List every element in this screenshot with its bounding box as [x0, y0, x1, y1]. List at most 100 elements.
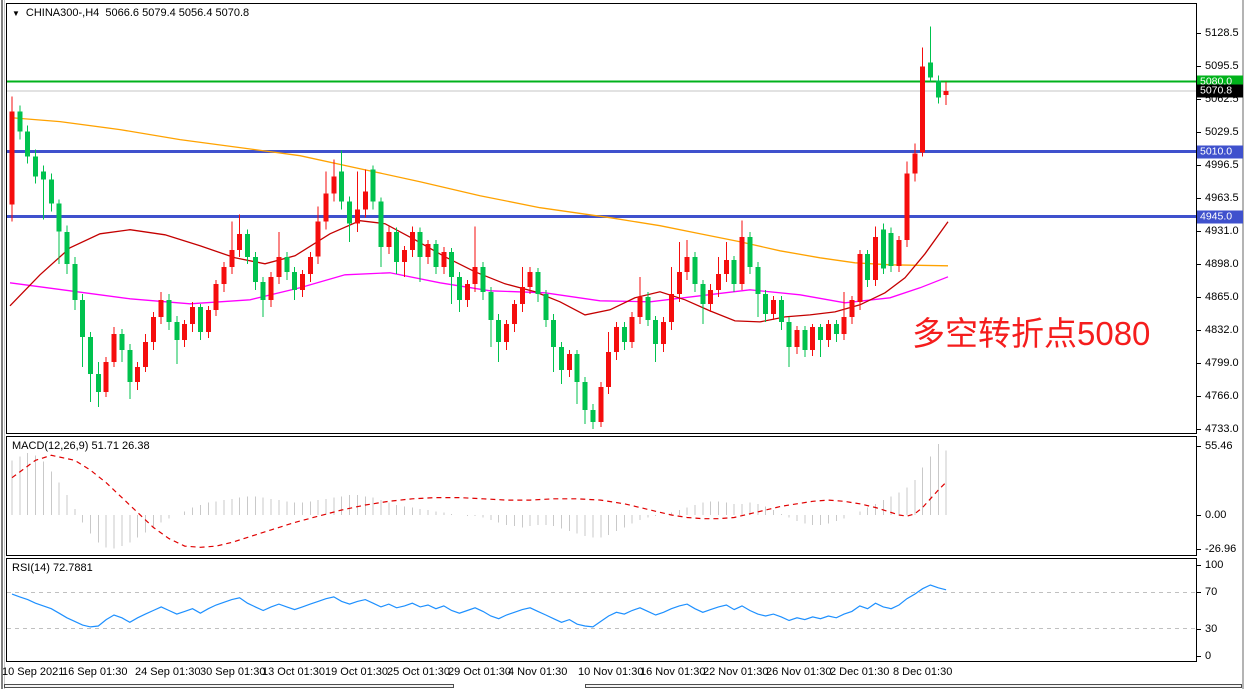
- candle-body: [763, 293, 769, 314]
- candle-body: [331, 176, 337, 194]
- candle-body: [543, 293, 549, 320]
- axis-tick: [1197, 33, 1201, 34]
- candle-body: [496, 319, 502, 342]
- time-label: 30 Sep 01:30: [200, 666, 266, 678]
- axis-tick-label: 100: [1205, 559, 1224, 571]
- time-label: 19 Oct 01:30: [325, 666, 388, 678]
- candle-body: [661, 321, 667, 344]
- candle-body: [935, 80, 941, 98]
- rsi-canvas[interactable]: [7, 559, 1196, 661]
- candle-body: [708, 289, 714, 304]
- time-label: 4 Nov 01:30: [508, 666, 568, 678]
- candle-body: [166, 299, 172, 322]
- candle-body: [394, 231, 400, 262]
- candle-body: [472, 266, 478, 284]
- axis-tick-label: 4832.0: [1205, 324, 1239, 336]
- candle-body: [818, 326, 824, 340]
- candle-body: [56, 203, 62, 232]
- axis-tick-label: 4766.0: [1205, 390, 1239, 402]
- time-label: 2 Dec 01:30: [830, 666, 890, 678]
- candle-body: [684, 256, 690, 272]
- axis-tick-label: 4996.5: [1205, 159, 1239, 171]
- axis-tick-label: 70: [1205, 586, 1218, 598]
- candle-body: [135, 366, 141, 382]
- candle-body: [245, 233, 250, 257]
- candle-body: [723, 259, 729, 274]
- candle-body: [221, 266, 227, 284]
- candle-body: [315, 221, 321, 257]
- symbol-dropdown-arrow[interactable]: ▼: [12, 8, 20, 18]
- candle-body: [119, 333, 125, 350]
- axis-tick: [1197, 592, 1201, 593]
- axis-tick: [1197, 565, 1201, 566]
- time-axis[interactable]: 10 Sep 2021 16 Sep 01:30 24 Sep 01:30 30 Se…: [2, 663, 1197, 682]
- candle-body: [386, 231, 392, 247]
- axis-tick-label: 4865.0: [1205, 291, 1239, 303]
- candle-body: [849, 299, 855, 317]
- candle-body: [755, 266, 761, 294]
- candle-body: [25, 131, 31, 157]
- candle-body: [95, 373, 101, 392]
- main-chart-canvas[interactable]: [7, 4, 1196, 433]
- time-label: 10 Sep 2021: [2, 666, 65, 678]
- axis-tick-label: 0.00: [1205, 509, 1227, 521]
- candle-body: [606, 351, 612, 387]
- candle-body: [880, 229, 886, 269]
- time-label: 16 Sep 01:30: [62, 666, 128, 678]
- macd-panel[interactable]: MACD(12,26,9) 51.71 26.38: [6, 436, 1197, 556]
- main-chart-panel[interactable]: ▼ CHINA300-,H4 5066.6 5079.4 5056.4 5070…: [6, 3, 1197, 434]
- axis-tick-label: 0: [1205, 650, 1212, 662]
- candle-body: [33, 156, 39, 177]
- bottom-panel-edge-left: [4, 684, 454, 688]
- candle-body: [747, 236, 753, 267]
- axis-tick: [1197, 396, 1201, 397]
- candle-body: [668, 293, 674, 322]
- axis-tick: [1197, 198, 1201, 199]
- axis-tick: [1197, 99, 1201, 100]
- bottom-panel-edge-right: [585, 684, 1242, 688]
- candle-body: [825, 323, 831, 340]
- candle-body: [417, 231, 423, 257]
- candle-body: [645, 296, 651, 320]
- candle-body: [354, 209, 360, 224]
- candle-body: [229, 249, 235, 267]
- candle-body: [802, 329, 808, 350]
- candle-body: [927, 62, 933, 78]
- candle-body: [833, 323, 839, 334]
- candle-body: [873, 236, 878, 280]
- candle-body: [566, 353, 572, 370]
- candle-body: [433, 243, 439, 267]
- candle-body: [17, 111, 23, 132]
- candle-body: [810, 326, 816, 350]
- slow-ma: [9, 116, 949, 267]
- macd-canvas[interactable]: [7, 437, 1196, 555]
- candle-body: [527, 271, 533, 287]
- candle-body: [72, 263, 78, 300]
- candle-body: [888, 232, 894, 266]
- axis-tick-label: 55.46: [1205, 440, 1233, 452]
- rsi-header: RSI(14) 72.7881: [12, 562, 93, 574]
- candle-body: [48, 179, 54, 204]
- candle-body: [9, 111, 15, 205]
- axis-tick: [1197, 132, 1201, 133]
- axis-tick-label: -26.96: [1205, 543, 1237, 555]
- window-left-border-inner: [4, 0, 5, 689]
- rsi-panel[interactable]: RSI(14) 72.7881: [6, 558, 1197, 662]
- candle-body: [857, 253, 863, 302]
- candle-body: [865, 253, 871, 280]
- mid-ma: [9, 272, 949, 305]
- candle-body: [700, 283, 706, 304]
- time-label: 22 Nov 01:30: [703, 666, 769, 678]
- candle-body: [920, 66, 926, 153]
- axis-tick: [1197, 363, 1201, 364]
- candle-body: [676, 271, 682, 294]
- macd-header: MACD(12,26,9) 51.71 26.38: [12, 440, 150, 452]
- price-axis[interactable]: 5128.5 5095.5 5062.5 5029.5 4996.5 4963.5 4931…: [1197, 0, 1244, 689]
- chart-title-text: CHINA300-,H4 5066.6 5079.4 5056.4 5070.8: [25, 7, 250, 19]
- candle-body: [284, 256, 290, 272]
- candle-body: [252, 256, 258, 282]
- candle-body: [653, 319, 659, 344]
- candle-body: [213, 283, 219, 310]
- window-left-border: [1, 0, 3, 689]
- axis-tick: [1197, 297, 1201, 298]
